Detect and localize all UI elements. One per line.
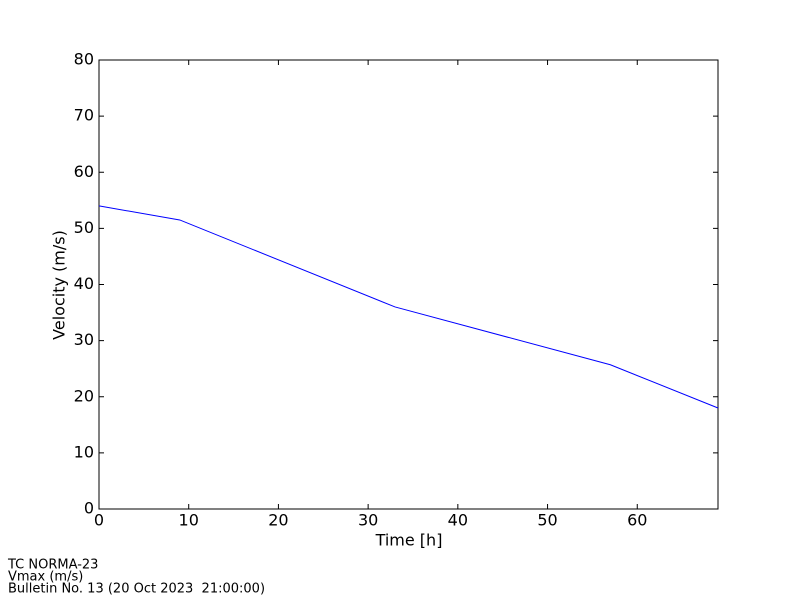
x-tick-label: 50: [537, 511, 557, 530]
x-axis-label: Time [h]: [375, 531, 443, 550]
footer-note: Bulletin No. 13 (20 Oct 2023 21:00:00): [8, 582, 265, 597]
x-tick-label: 20: [268, 511, 288, 530]
y-tick-label: 0: [84, 499, 94, 518]
data-line: [98, 205, 719, 409]
x-tick-label: 0: [94, 511, 104, 530]
footer-note: Vmax (m/s): [8, 570, 83, 585]
y-axis-label: Velocity (m/s): [50, 230, 69, 340]
y-tick-label: 40: [74, 274, 94, 293]
x-tick-label: 30: [358, 511, 378, 530]
plot-frame: [98, 59, 719, 510]
y-tick-label: 80: [74, 50, 94, 69]
y-tick-label: 30: [74, 330, 94, 349]
y-tick-label: 10: [74, 442, 94, 461]
y-tick-label: 60: [74, 162, 94, 181]
y-tick-label: 20: [74, 386, 94, 405]
y-tick-label: 70: [74, 106, 94, 125]
footer-note: TC NORMA-23: [7, 558, 98, 573]
y-tick-label: 50: [74, 218, 94, 237]
x-tick-label: 10: [179, 511, 199, 530]
x-tick-label: 60: [627, 511, 647, 530]
x-tick-label: 40: [448, 511, 468, 530]
